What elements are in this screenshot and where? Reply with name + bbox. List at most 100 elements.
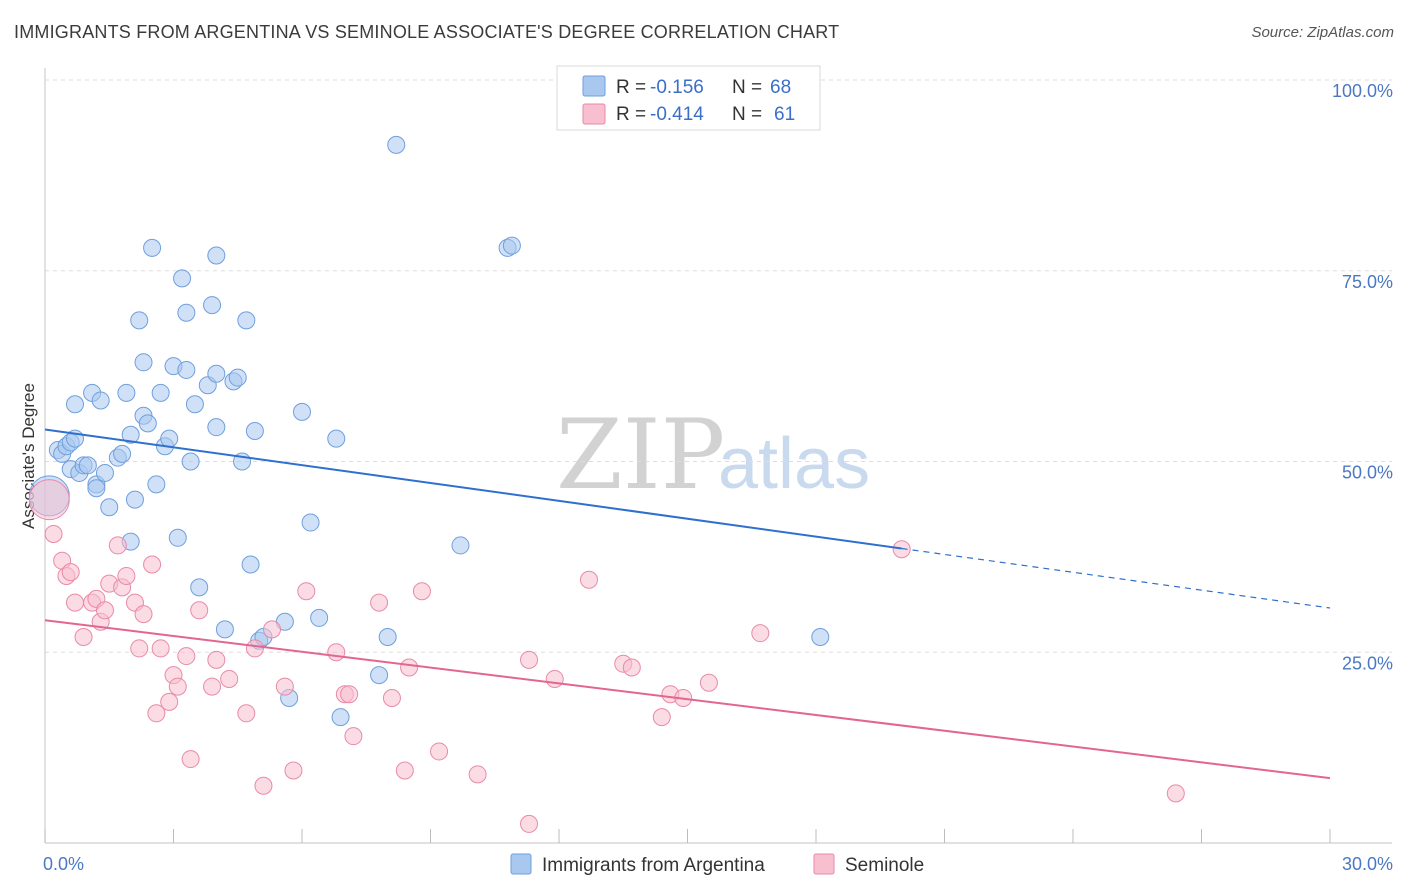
argentina-point xyxy=(177,303,196,322)
legend-r-label-1: R = xyxy=(616,77,646,98)
legend-r-label-2: R = xyxy=(616,104,646,125)
legend-swatch-seminole xyxy=(582,103,606,125)
argentina-point xyxy=(502,236,521,255)
argentina-point xyxy=(117,383,136,402)
legend-r-value-2: -0.414 xyxy=(650,104,704,125)
argentina-point xyxy=(78,456,97,475)
y-tick-label: 50.0% xyxy=(1342,463,1393,483)
seminole-point xyxy=(74,627,93,646)
bottom-legend-label-argentina: Immigrants from Argentina xyxy=(542,855,765,876)
seminole-point xyxy=(147,704,166,723)
seminole-point xyxy=(297,582,316,601)
argentina-trend-line xyxy=(44,428,902,550)
argentina-point xyxy=(190,578,209,597)
seminole-point xyxy=(327,643,346,662)
argentina-point xyxy=(173,269,192,288)
axes xyxy=(44,68,1392,844)
y-tick-label: 75.0% xyxy=(1342,272,1393,292)
argentina-point xyxy=(331,708,350,727)
legend-n-label-2: N = xyxy=(732,104,762,125)
argentina-point xyxy=(130,311,149,330)
seminole-point xyxy=(117,566,136,585)
argentina-point xyxy=(138,414,157,433)
x-tick-label-min: 0.0% xyxy=(43,854,84,874)
seminole-point xyxy=(44,524,63,543)
argentina-point xyxy=(160,429,179,448)
argentina-point xyxy=(113,444,132,463)
x-tick-labels: 0.0% 30.0% xyxy=(43,854,1393,874)
seminole-point xyxy=(395,761,414,780)
argentina-point xyxy=(245,421,264,440)
watermark-atlas: atlas xyxy=(718,424,870,504)
argentina-point xyxy=(370,666,389,685)
argentina-point xyxy=(378,627,397,646)
argentina-point xyxy=(310,608,329,627)
seminole-point xyxy=(151,639,170,658)
series-argentina-points xyxy=(28,135,830,727)
seminole-point xyxy=(468,765,487,784)
argentina-point xyxy=(241,555,260,574)
argentina-point xyxy=(293,402,311,421)
seminole-point xyxy=(130,639,149,658)
argentina-point xyxy=(228,368,247,387)
seminole-point xyxy=(579,570,598,589)
argentina-point xyxy=(181,452,200,471)
argentina-point xyxy=(134,353,153,372)
argentina-point xyxy=(151,383,170,402)
argentina-point xyxy=(207,364,226,383)
legend-n-value-1: 68 xyxy=(770,77,791,98)
bottom-legend-label-seminole: Seminole xyxy=(845,855,924,876)
seminole-point xyxy=(430,742,449,761)
seminole-trend-line xyxy=(44,619,1331,780)
seminole-point xyxy=(412,582,431,601)
seminole-point xyxy=(284,761,303,780)
legend-r-value-1: -0.156 xyxy=(650,77,704,98)
seminole-point xyxy=(382,689,401,708)
argentina-point xyxy=(203,296,222,315)
argentina-trend-extension xyxy=(901,547,1331,609)
argentina-point xyxy=(125,490,144,509)
bottom-legend-swatch-seminole xyxy=(813,853,835,875)
source-label: Source: ZipAtlas.com xyxy=(1251,24,1394,41)
seminole-point xyxy=(340,685,359,704)
seminole-point xyxy=(245,639,264,658)
argentina-point xyxy=(65,395,84,414)
watermark: ZIP atlas xyxy=(556,399,870,511)
seminole-point xyxy=(134,605,153,624)
argentina-point xyxy=(91,391,110,410)
argentina-point xyxy=(451,536,470,555)
argentina-point xyxy=(387,135,406,154)
y-tick-label: 100.0% xyxy=(1332,81,1393,101)
seminole-point xyxy=(751,624,770,643)
trend-lines xyxy=(44,428,1331,780)
argentina-point xyxy=(185,395,204,414)
argentina-point xyxy=(301,513,320,532)
seminole-point xyxy=(95,601,114,620)
seminole-point xyxy=(143,555,162,574)
legend-n-value-2: 61 xyxy=(774,104,795,125)
seminole-point xyxy=(254,776,273,795)
argentina-point xyxy=(237,311,256,330)
argentina-point xyxy=(327,429,346,448)
seminole-point xyxy=(220,669,239,688)
seminole-point xyxy=(892,540,911,559)
seminole-point xyxy=(190,601,209,620)
seminole-point xyxy=(28,479,70,521)
seminole-point xyxy=(181,750,200,769)
seminole-point xyxy=(520,650,539,669)
bottom-legend-swatch-argentina xyxy=(510,853,532,875)
correlation-legend: R = -0.156 N = 68 R = -0.414 N = 61 xyxy=(556,65,821,131)
argentina-point xyxy=(121,425,140,444)
seminole-point xyxy=(207,650,226,669)
argentina-point xyxy=(811,627,830,646)
seminole-point xyxy=(263,620,282,639)
argentina-point xyxy=(215,620,234,639)
seminole-point xyxy=(61,563,80,582)
argentina-point xyxy=(207,418,226,437)
argentina-point xyxy=(168,528,187,547)
series-seminole-points xyxy=(28,479,1185,833)
seminole-point xyxy=(177,647,196,666)
argentina-point xyxy=(143,238,162,257)
seminole-point xyxy=(108,536,127,555)
